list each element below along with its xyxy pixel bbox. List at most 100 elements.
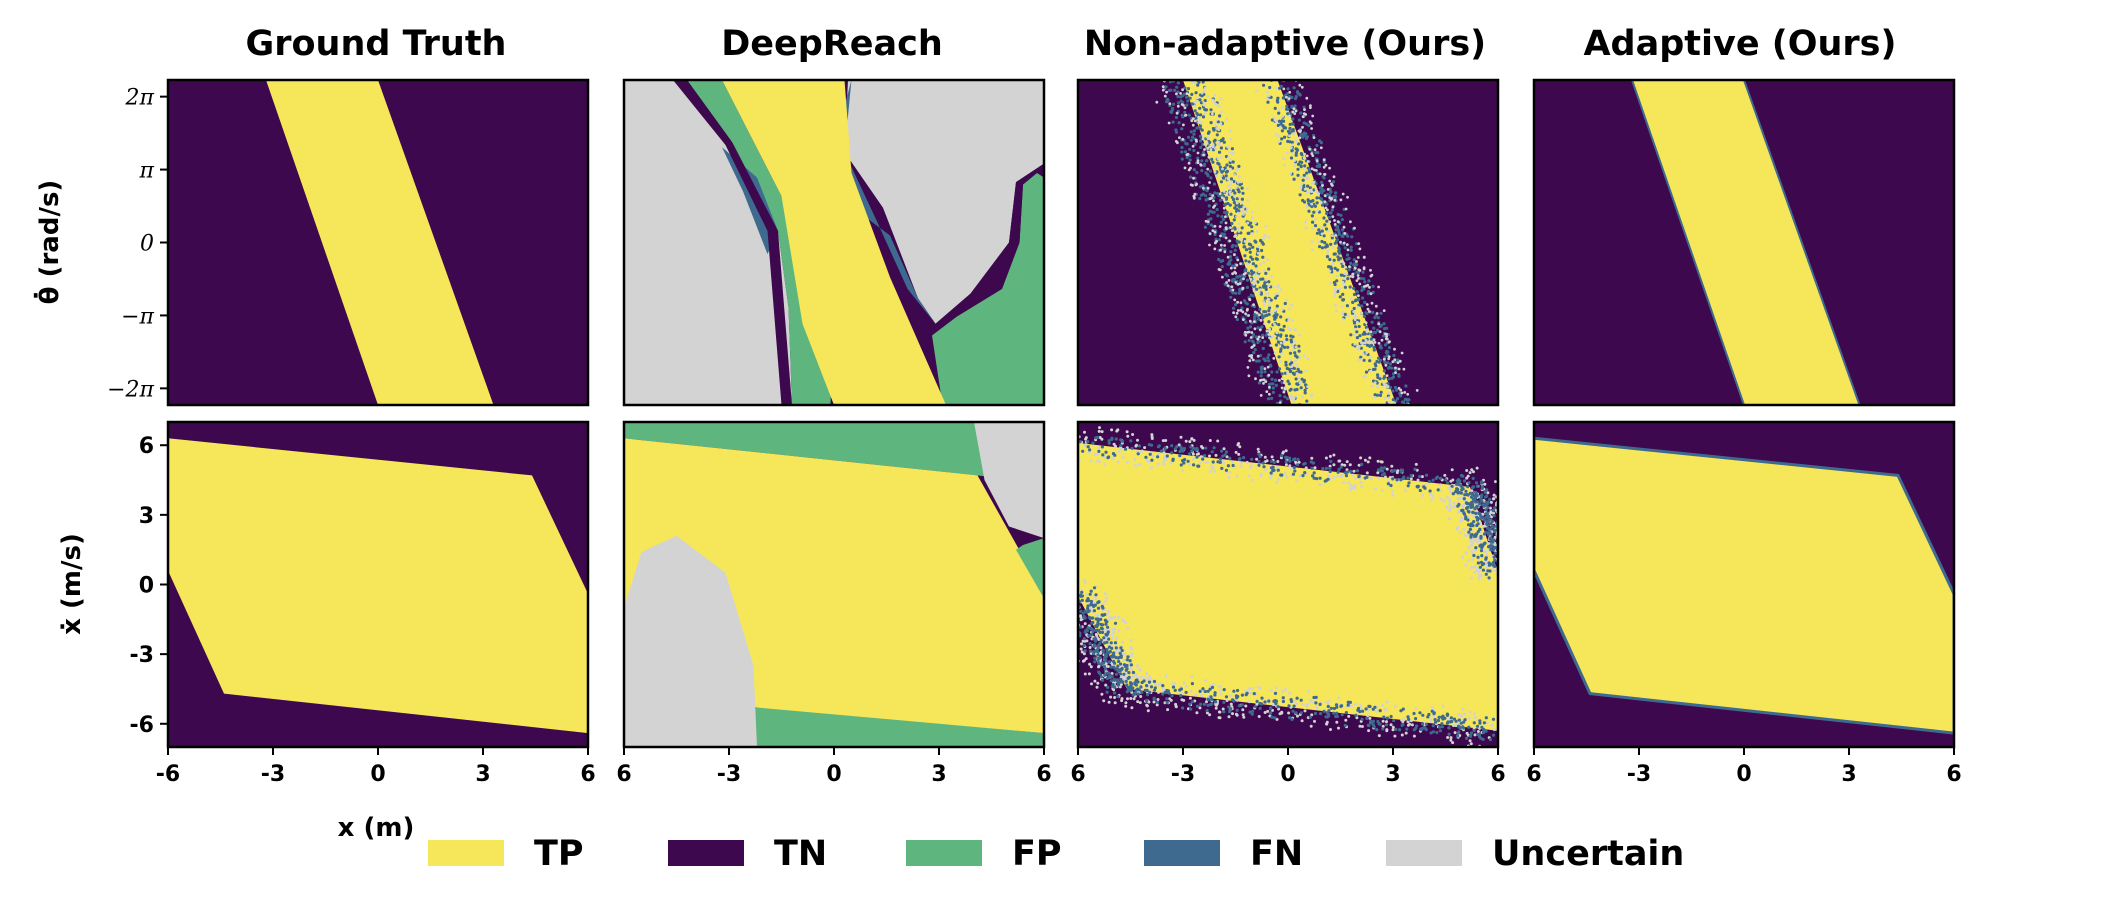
region-fn-speckle: [1094, 624, 1098, 629]
region-fn-speckle: [1301, 135, 1305, 139]
region-uncertain-speckle: [1129, 667, 1132, 671]
region-uncertain-speckle: [1378, 330, 1382, 334]
region-uncertain-speckle: [1257, 313, 1261, 317]
region-uncertain-speckle: [1126, 697, 1129, 701]
region-uncertain-speckle: [1079, 618, 1083, 622]
region-fn-speckle: [1091, 616, 1095, 620]
region-fn-speckle: [1087, 633, 1091, 638]
region-uncertain-speckle: [1098, 426, 1101, 430]
region-fn-speckle: [1201, 687, 1205, 691]
region-uncertain-speckle: [1124, 676, 1128, 680]
region-fn-speckle: [1374, 364, 1378, 368]
region-fn-speckle: [1286, 379, 1290, 383]
region-uncertain-speckle: [1247, 474, 1251, 478]
region-uncertain-speckle: [1317, 240, 1321, 244]
region-uncertain-speckle: [1448, 503, 1452, 506]
region-fn-speckle: [1273, 296, 1278, 300]
region-uncertain-speckle: [1379, 374, 1382, 378]
region-fn-speckle: [1201, 115, 1206, 119]
region-uncertain-speckle: [1310, 240, 1314, 244]
region-fn-speckle: [1122, 672, 1126, 676]
region-uncertain-speckle: [1090, 609, 1094, 612]
region-fn-speckle: [1382, 472, 1386, 476]
region-fn-speckle: [1201, 184, 1205, 188]
region-fn-speckle: [1257, 452, 1261, 456]
region-fn-speckle: [1322, 176, 1326, 180]
region-fn-speckle: [1479, 549, 1484, 553]
region-uncertain-speckle: [1245, 207, 1249, 211]
region-fn-speckle: [1222, 710, 1226, 714]
region-fn-speckle: [1259, 374, 1263, 378]
region-fn-speckle: [1230, 221, 1234, 226]
region-uncertain-speckle: [1261, 336, 1265, 339]
region-uncertain-speckle: [1403, 391, 1407, 394]
region-fn-speckle: [1454, 719, 1458, 723]
region-uncertain-speckle: [1312, 136, 1316, 140]
region-fn-speckle: [1363, 300, 1367, 304]
region-fn-speckle: [1462, 512, 1467, 516]
legend-label-fp: FP: [1012, 834, 1062, 874]
region-uncertain-speckle: [1330, 197, 1334, 200]
region-fn-speckle: [1413, 467, 1417, 471]
region-fn-speckle: [1409, 473, 1413, 478]
panel-content: [168, 422, 588, 747]
region-uncertain-speckle: [1270, 689, 1273, 693]
region-uncertain-speckle: [1183, 106, 1187, 110]
region-uncertain-speckle: [1193, 81, 1197, 85]
region-fn-speckle: [1081, 611, 1085, 615]
region-fn-speckle: [1188, 702, 1192, 706]
region-fn-speckle: [1109, 679, 1113, 683]
region-fn-speckle: [1294, 354, 1298, 358]
region-uncertain-speckle: [1100, 437, 1104, 441]
region-uncertain-speckle: [1254, 273, 1258, 276]
region-fn-speckle: [1233, 191, 1237, 195]
region-uncertain-speckle: [1155, 703, 1159, 707]
region-uncertain-speckle: [1145, 672, 1149, 675]
region-uncertain-speckle: [1194, 693, 1198, 697]
region-uncertain-speckle: [1344, 718, 1348, 722]
region-fn-speckle: [1101, 661, 1105, 665]
region-fn-speckle: [1480, 554, 1484, 558]
region-fn-speckle: [1331, 180, 1336, 184]
region-uncertain-speckle: [1355, 260, 1358, 263]
region-fn-speckle: [1220, 215, 1224, 219]
region-uncertain-speckle: [1264, 278, 1268, 282]
region-uncertain-speckle: [1246, 187, 1249, 191]
region-fn-speckle: [1307, 203, 1311, 207]
region-fn-speckle: [1186, 135, 1191, 139]
region-fn-speckle: [1252, 351, 1256, 355]
region-fn-speckle: [1173, 688, 1177, 693]
region-fn-speckle: [1261, 346, 1265, 351]
region-uncertain-speckle: [1083, 430, 1086, 434]
region-fn-speckle: [1078, 440, 1082, 444]
region-fn-speckle: [1105, 647, 1109, 652]
region-fn-speckle: [1220, 265, 1224, 269]
region-uncertain-speckle: [1346, 314, 1350, 318]
region-fn-speckle: [1290, 140, 1294, 144]
region-fn-speckle: [1199, 139, 1203, 143]
region-fn-speckle: [1192, 132, 1196, 136]
region-fn-speckle: [1097, 661, 1101, 665]
region-fn-speckle: [1434, 720, 1438, 724]
region-uncertain-speckle: [1326, 474, 1330, 478]
region-fn-speckle: [1226, 464, 1230, 468]
region-uncertain-speckle: [1067, 436, 1070, 439]
region-fn-speckle: [1157, 444, 1161, 448]
region-uncertain-speckle: [1394, 366, 1397, 370]
region-fn-speckle: [1205, 708, 1209, 713]
region-uncertain-speckle: [1490, 723, 1494, 727]
region-fn-speckle: [1249, 293, 1253, 297]
region-fn-speckle: [1336, 268, 1340, 272]
region-uncertain-speckle: [1439, 488, 1443, 492]
region-fn-speckle: [1376, 375, 1380, 379]
region-fn-speckle: [1297, 349, 1301, 353]
region-fn-speckle: [1090, 632, 1094, 637]
region-uncertain-speckle: [1298, 136, 1302, 140]
region-fn-speckle: [1472, 729, 1476, 733]
region-fn-speckle: [1262, 465, 1266, 469]
region-fn-speckle: [1424, 728, 1428, 732]
region-fn-speckle: [1165, 701, 1169, 705]
region-uncertain-speckle: [1161, 88, 1165, 92]
region-uncertain-speckle: [1063, 590, 1066, 593]
region-fn-speckle: [1493, 558, 1497, 563]
